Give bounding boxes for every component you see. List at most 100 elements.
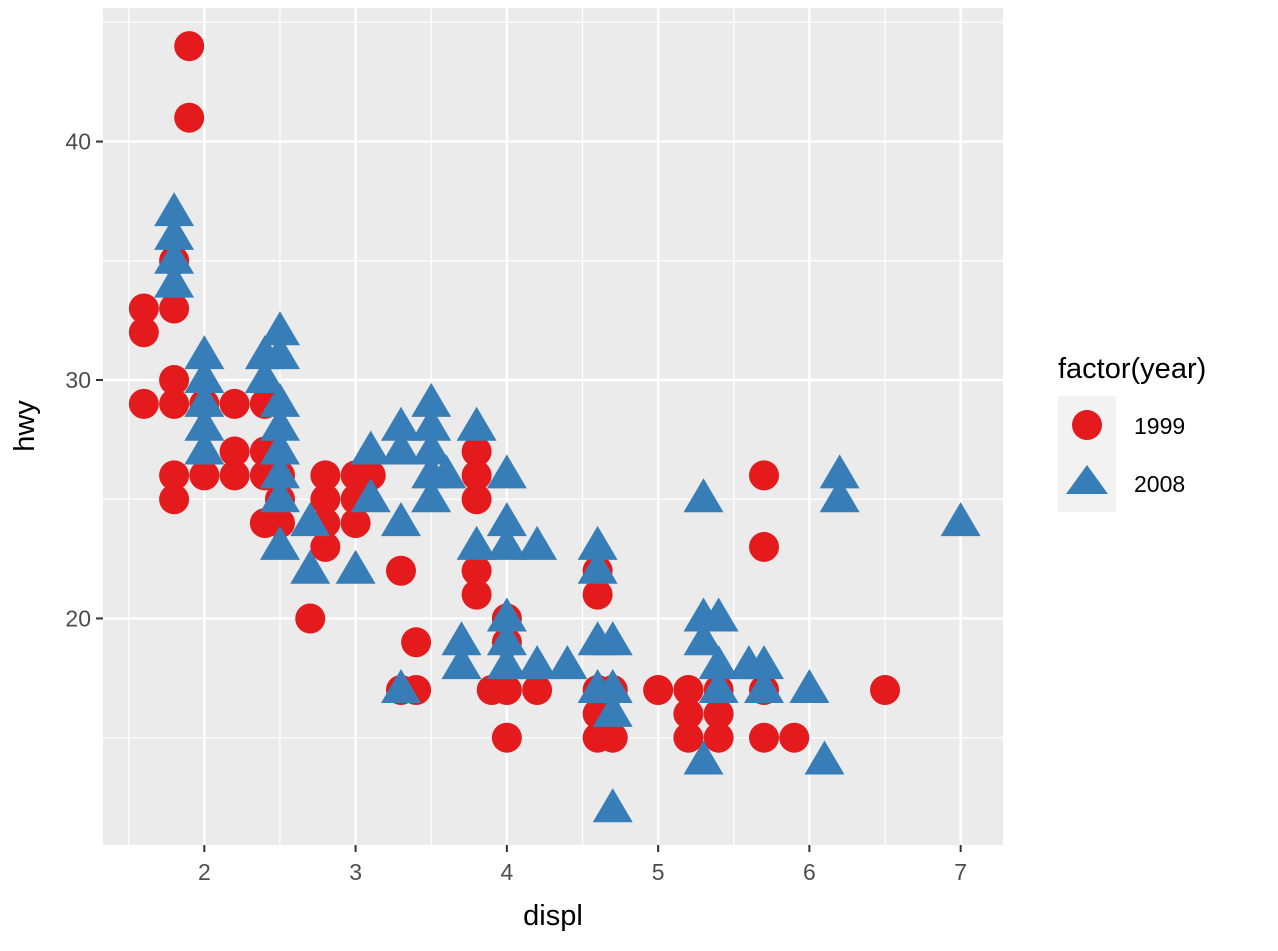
panel-background [103, 8, 1003, 845]
point-2008 [940, 502, 981, 537]
point-1999 [491, 675, 522, 705]
point-2008 [184, 430, 225, 465]
point-2008 [683, 478, 724, 513]
point-2008 [486, 454, 527, 489]
point-1999 [159, 484, 190, 515]
point-2008 [804, 740, 845, 775]
x-axis-label: displ [523, 900, 583, 932]
y-axis-label: hwy [9, 400, 41, 452]
point-2008 [259, 335, 300, 370]
point-2008 [592, 692, 633, 727]
legend-title: factor(year) [1058, 353, 1206, 385]
point-2008 [577, 525, 618, 560]
grid [103, 8, 1003, 845]
point-2008 [592, 621, 633, 656]
point-2008 [819, 478, 860, 513]
legend-label-2008: 2008 [1134, 471, 1185, 497]
point-2008 [698, 597, 739, 632]
point-2008 [592, 788, 633, 823]
point-1999 [310, 460, 341, 491]
point-1999 [159, 293, 190, 324]
axes: 2 3 4 5 6 7 20 30 40 [65, 129, 967, 885]
point-1999 [461, 436, 492, 467]
point-1999 [779, 722, 810, 753]
point-1999 [643, 675, 674, 705]
point-2008 [259, 525, 300, 560]
point-2008 [683, 621, 724, 656]
x-tick-label: 4 [500, 859, 513, 885]
point-2008 [411, 430, 452, 465]
point-1999 [749, 460, 780, 491]
point-1999 [128, 293, 159, 324]
point-2008 [744, 645, 785, 680]
point-1999 [159, 388, 190, 419]
point-2008 [577, 549, 618, 584]
point-1999 [522, 675, 553, 705]
point-2008 [184, 382, 225, 417]
point-1999 [219, 388, 250, 419]
point-1999 [582, 579, 613, 610]
point-1999 [174, 102, 205, 133]
point-2008 [259, 382, 300, 417]
point-1999 [340, 508, 371, 539]
point-2008 [789, 669, 830, 703]
point-2008 [744, 669, 785, 703]
point-1999 [189, 460, 220, 491]
point-2008 [380, 406, 421, 441]
point-1999 [159, 365, 190, 395]
point-2008 [350, 478, 391, 513]
point-2008 [259, 406, 300, 441]
point-2008 [592, 669, 633, 703]
point-1999 [673, 722, 704, 753]
point-1999 [749, 531, 780, 562]
point-1999 [461, 460, 492, 491]
point-1999 [673, 698, 704, 729]
point-2008 [380, 669, 421, 703]
point-2008 [335, 549, 376, 584]
point-2008 [154, 215, 195, 250]
point-1999 [870, 675, 901, 705]
point-1999 [159, 460, 190, 491]
point-2008 [517, 645, 558, 680]
x-tick-label: 6 [803, 859, 816, 885]
point-1999 [461, 579, 492, 610]
x-tick-label: 3 [349, 859, 362, 885]
legend-key-1999-circle [1072, 410, 1102, 440]
point-1999 [219, 436, 250, 467]
point-2008 [154, 239, 195, 274]
point-1999 [355, 460, 386, 491]
y-tick-label: 40 [65, 129, 91, 155]
point-1999 [310, 531, 341, 562]
point-1999 [128, 317, 159, 348]
point-2008 [411, 478, 452, 513]
point-2008 [290, 502, 331, 537]
point-1999 [673, 675, 704, 705]
legend: factor(year) 1999 2008 [1058, 353, 1206, 512]
point-1999 [461, 555, 492, 586]
point-2008 [441, 645, 482, 680]
point-2008 [517, 525, 558, 560]
point-2008 [290, 549, 331, 584]
point-2008 [698, 645, 739, 680]
y-tick-label: 20 [65, 605, 91, 631]
point-2008 [486, 502, 527, 537]
point-1999 [174, 31, 205, 62]
point-2008 [350, 430, 391, 465]
point-1999 [128, 388, 159, 419]
x-tick-label: 5 [652, 859, 665, 885]
point-2008 [426, 454, 467, 489]
point-2008 [547, 645, 588, 680]
point-2008 [441, 621, 482, 656]
point-2008 [698, 669, 739, 703]
point-2008 [380, 502, 421, 537]
point-1999 [461, 484, 492, 515]
point-2008 [259, 311, 300, 346]
point-2008 [380, 430, 421, 465]
point-1999 [264, 508, 295, 539]
point-2008 [456, 525, 497, 560]
point-1999 [295, 603, 326, 634]
point-2008 [486, 597, 527, 632]
point-1999 [749, 722, 780, 753]
point-2008 [259, 478, 300, 513]
point-1999 [491, 722, 522, 753]
